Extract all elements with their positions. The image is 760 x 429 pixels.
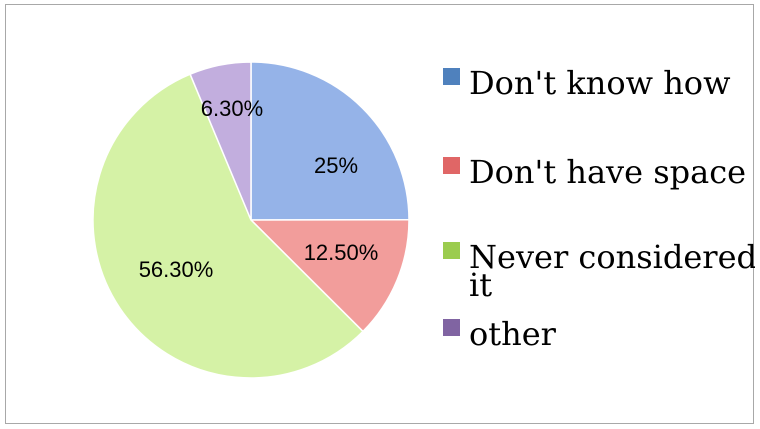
legend: Don't know how Don't have space Never cons… bbox=[443, 64, 755, 353]
legend-label: it bbox=[469, 266, 492, 304]
slice-data-label: 12.50% bbox=[304, 240, 379, 265]
chart-frame: 25% 12.50% 56.30% 6.30% Don't know how Don't… bbox=[5, 4, 755, 424]
pie-slice-never-considered-it bbox=[92, 73, 365, 379]
slice-data-label: 6.30% bbox=[201, 96, 263, 121]
pie-chart: 25%12.50%56.30%6.30% Don't know howDon't… bbox=[92, 61, 755, 379]
legend-swatch bbox=[443, 157, 460, 174]
legend-swatch bbox=[443, 319, 460, 336]
pie-slices bbox=[92, 61, 410, 379]
pie-slice-don-t-know-how bbox=[250, 61, 410, 221]
pie-slice-other bbox=[189, 61, 252, 221]
slice-data-label: 25% bbox=[314, 153, 358, 178]
pie-slice-don-t-have-space bbox=[249, 219, 410, 333]
slice-data-label: 56.30% bbox=[139, 257, 214, 282]
legend-label: Don't know how bbox=[469, 64, 730, 102]
legend-label: Don't have space bbox=[469, 153, 746, 191]
legend-swatch bbox=[443, 242, 460, 259]
legend-label: other bbox=[469, 315, 557, 353]
slice-labels: 25% 12.50% 56.30% 6.30% bbox=[139, 96, 379, 282]
legend-label: Never considered bbox=[469, 238, 755, 276]
legend-swatch bbox=[443, 68, 460, 85]
